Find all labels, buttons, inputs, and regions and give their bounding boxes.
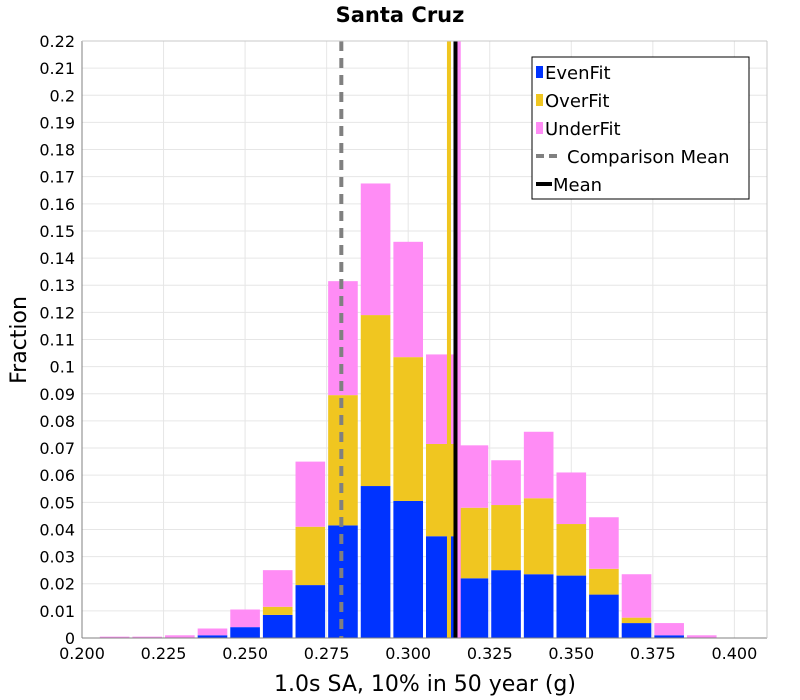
vertical-lines-group — [339, 41, 461, 638]
bar-overfit — [360, 315, 391, 487]
y-tick-label: 0.2 — [50, 86, 75, 105]
y-tick-label: 0.16 — [39, 195, 75, 214]
legend-box — [531, 56, 750, 200]
y-tick-label: 0.08 — [39, 412, 75, 431]
x-tick-label: 0.250 — [222, 644, 268, 663]
tick-labels-group: 0 0.01 0.02 0.03 0.04 0.05 0.06 0.07 0.08 0.09 0.1… — [39, 32, 757, 663]
bar-overfit — [458, 507, 489, 579]
bar-underfit — [654, 623, 684, 636]
bar-overfit — [523, 498, 554, 575]
bar-underfit — [99, 636, 130, 638]
bar-overfit — [589, 568, 619, 595]
legend-swatch-underfit — [536, 122, 543, 134]
y-tick-label: 0.17 — [39, 168, 75, 187]
bar-underfit — [230, 609, 260, 628]
bar-underfit — [165, 635, 195, 638]
bar-overfit — [621, 617, 652, 624]
y-tick-label: 0.1 — [50, 358, 75, 377]
legend-label: Comparison Mean — [567, 147, 730, 168]
bar-underfit — [360, 183, 391, 316]
legend-swatch-evenfit — [536, 66, 543, 78]
y-tick-label: 0.05 — [39, 493, 75, 512]
y-tick-label: 0.21 — [39, 59, 75, 78]
x-tick-label: 0.300 — [385, 644, 431, 663]
bar-underfit — [132, 636, 163, 638]
bar-evenfit — [523, 574, 554, 638]
x-tick-label: 0.400 — [711, 644, 757, 663]
bar-overfit — [262, 606, 293, 615]
bar-underfit — [393, 241, 423, 358]
y-tick-label: 0.22 — [39, 32, 75, 51]
y-tick-label: 0.14 — [39, 249, 75, 268]
y-tick-label: 0.18 — [39, 141, 75, 160]
legend-label: OverFit — [545, 91, 609, 112]
bar-underfit — [523, 431, 554, 499]
bar-evenfit — [491, 570, 521, 638]
x-tick-label: 0.350 — [548, 644, 594, 663]
bar-overfit — [295, 526, 326, 586]
bar-underfit — [262, 570, 293, 607]
y-tick-label: 0.06 — [39, 466, 75, 485]
bar-overfit — [426, 443, 456, 537]
bar-evenfit — [197, 635, 228, 638]
y-tick-label: 0.07 — [39, 439, 75, 458]
y-tick-label: 0.04 — [39, 520, 75, 539]
x-tick-label: 0.275 — [304, 644, 350, 663]
bar-evenfit — [556, 575, 587, 638]
y-tick-label: 0 — [65, 629, 75, 648]
bar-overfit — [491, 505, 521, 571]
bar-underfit — [197, 628, 228, 636]
legend: EvenFit OverFit UnderFit Comparison Mean Mea… — [531, 56, 750, 200]
bar-underfit — [686, 635, 717, 638]
axes-group — [81, 40, 768, 639]
bar-underfit — [491, 460, 521, 506]
x-tick-label: 0.325 — [467, 644, 513, 663]
bar-underfit — [589, 517, 619, 569]
bar-evenfit — [393, 500, 423, 638]
bar-evenfit — [262, 614, 293, 638]
y-tick-label: 0.19 — [39, 113, 75, 132]
y-tick-label: 0.11 — [39, 331, 75, 350]
bar-underfit — [458, 445, 489, 508]
legend-label: UnderFit — [545, 119, 621, 140]
bar-evenfit — [295, 585, 326, 638]
y-tick-label: 0.13 — [39, 276, 75, 295]
legend-label: EvenFit — [545, 63, 611, 84]
bar-evenfit — [654, 635, 684, 638]
x-tick-label: 0.375 — [630, 644, 676, 663]
x-tick-label: 0.200 — [59, 644, 105, 663]
x-tick-label: 0.225 — [141, 644, 187, 663]
bar-underfit — [556, 472, 587, 525]
bar-evenfit — [230, 627, 260, 638]
y-axis-label: Fraction — [7, 296, 32, 384]
chart-title: Santa Cruz — [336, 3, 465, 27]
bar-evenfit — [621, 623, 652, 638]
bar-evenfit — [426, 536, 456, 638]
bar-overfit — [556, 524, 587, 576]
bar-overfit — [393, 357, 423, 501]
bar-evenfit — [589, 594, 619, 638]
y-tick-label: 0.03 — [39, 548, 75, 567]
x-axis-label: 1.0s SA, 10% in 50 year (g) — [274, 672, 576, 697]
legend-label: Mean — [553, 175, 602, 196]
y-tick-label: 0.02 — [39, 575, 75, 594]
legend-swatch-overfit — [536, 94, 543, 106]
y-tick-label: 0.09 — [39, 385, 75, 404]
y-tick-label: 0.12 — [39, 303, 75, 322]
bar-underfit — [295, 461, 326, 527]
bar-evenfit — [458, 578, 489, 638]
bar-underfit — [426, 354, 456, 444]
y-tick-label: 0.01 — [39, 602, 75, 621]
y-tick-label: 0.15 — [39, 222, 75, 241]
bar-evenfit — [360, 486, 391, 638]
bar-underfit — [621, 574, 652, 618]
